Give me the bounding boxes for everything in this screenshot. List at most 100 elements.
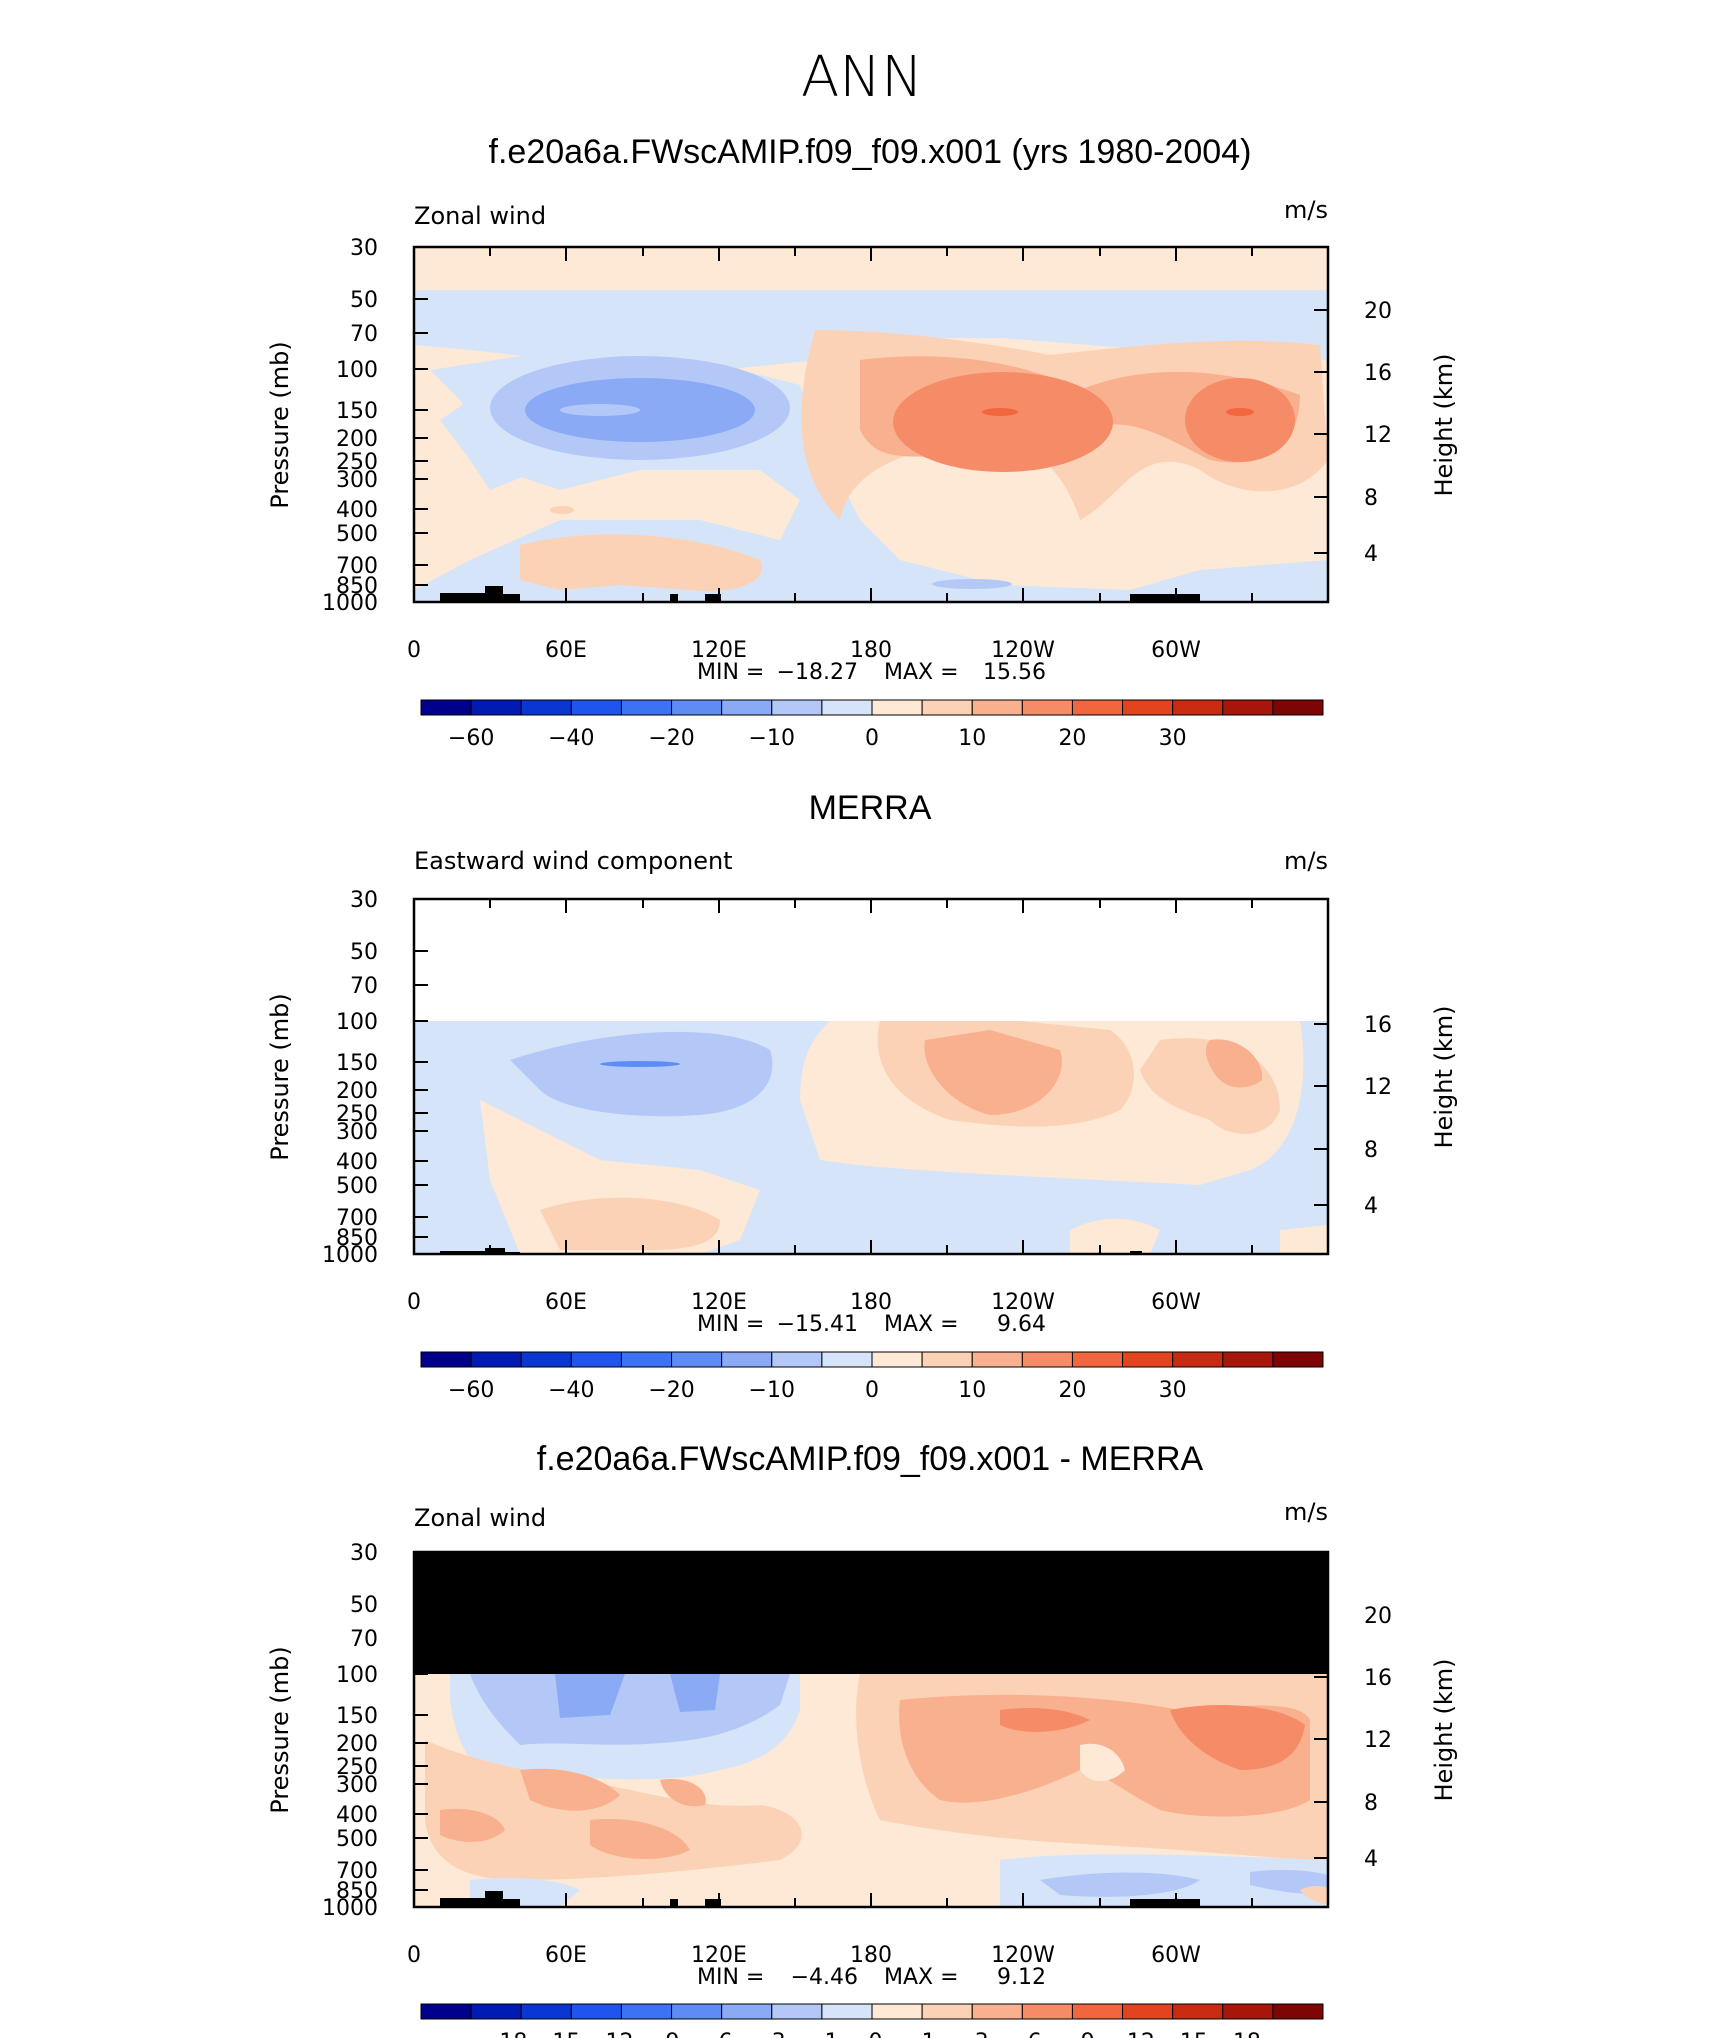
colorbar-swatch — [1222, 1351, 1274, 1368]
colorbar-label: −6 — [700, 2030, 732, 2038]
colorbar-swatch — [420, 2003, 472, 2020]
colorbar-label: −20 — [648, 1378, 694, 1403]
y-tick-label: 700 — [336, 1859, 378, 1884]
colorbar-swatch — [821, 699, 873, 716]
y-tick-label: 70 — [350, 322, 378, 347]
min-value: −4.46 — [791, 1965, 858, 1990]
right-axis-ticks: 16 12 8 4 — [1314, 1013, 1392, 1219]
colorbar-swatch — [470, 2003, 522, 2020]
contour-field — [414, 1552, 1328, 1907]
height-tick-label: 8 — [1364, 1138, 1378, 1163]
colorbar-label: 0 — [865, 1378, 879, 1403]
variable-label: Eastward wind component — [414, 847, 733, 875]
colorbar-swatch — [620, 2003, 673, 2020]
y-tick-label: 30 — [350, 236, 378, 261]
panel-model: f.e20a6a.FWscAMIP.f09_f09.x001 (yrs 1980… — [266, 133, 1458, 751]
x-tick-label: 60E — [545, 1943, 587, 1968]
colorbar-swatch — [1222, 699, 1274, 716]
colorbar-label: 12 — [1127, 2030, 1155, 2038]
x-tick-label: 180 — [850, 638, 892, 663]
colorbar-label: −1 — [806, 2030, 838, 2038]
variable-label: Zonal wind — [414, 1504, 546, 1532]
colorbar-swatch — [1172, 1351, 1224, 1368]
max-label: MAX = — [884, 1312, 959, 1337]
right-axis-title: Height (km) — [1430, 1659, 1458, 1802]
y-tick-label: 400 — [336, 498, 378, 523]
x-axis-ticks: 0 60E 120E 180 120W 60W — [407, 1552, 1253, 1968]
colorbar-swatch — [871, 1351, 923, 1368]
y-tick-label: 50 — [350, 940, 378, 965]
colorbar-swatch — [921, 1351, 973, 1368]
x-tick-label: 120W — [991, 1943, 1055, 1968]
colorbar-swatch — [921, 2003, 973, 2020]
colorbar-swatch — [771, 2003, 823, 2020]
colorbar-swatch — [1021, 2003, 1073, 2020]
colorbar-swatch — [1071, 2003, 1124, 2020]
x-tick-label: 120E — [691, 1943, 747, 1968]
colorbar-label: 15 — [1180, 2030, 1208, 2038]
y-tick-label: 30 — [350, 888, 378, 913]
min-value: −18.27 — [777, 660, 858, 685]
colorbar-label: 0 — [869, 2030, 883, 2038]
right-axis-title: Height (km) — [1430, 354, 1458, 497]
y-tick-label: 200 — [336, 1079, 378, 1104]
colorbar: −60 −40 −20 −10 0 10 20 30 — [420, 1351, 1324, 1403]
colorbar-label: 30 — [1159, 1378, 1187, 1403]
stats-line: MIN = −15.41 MAX = 9.64 — [697, 1312, 1046, 1337]
colorbar-swatch — [721, 1351, 773, 1368]
min-value: −15.41 — [777, 1312, 858, 1337]
y-tick-label: 400 — [336, 1150, 378, 1175]
figure-title: ANN — [801, 45, 923, 110]
colorbar-swatch — [1272, 699, 1324, 716]
colorbar-label: 3 — [975, 2030, 989, 2038]
y-tick-label: 100 — [336, 1010, 378, 1035]
colorbar: −18 −15 −12 −9 −6 −3 −1 0 1 3 6 9 12 15 18 — [420, 2003, 1324, 2038]
colorbar-swatch — [620, 699, 673, 716]
y-tick-label: 850 — [336, 1226, 378, 1251]
stats-line: MIN = −18.27 MAX = 15.56 — [697, 660, 1046, 685]
height-tick-label: 8 — [1364, 486, 1378, 511]
y-tick-label: 250 — [336, 450, 378, 475]
panel-title: f.e20a6a.FWscAMIP.f09_f09.x001 (yrs 1980… — [489, 133, 1252, 171]
y-tick-label: 70 — [350, 974, 378, 999]
y-tick-label: 400 — [336, 1803, 378, 1828]
x-axis-ticks: 0 60E 120E 180 120W 60W — [407, 899, 1253, 1315]
colorbar-swatch — [1122, 1351, 1174, 1368]
x-tick-label: 120W — [991, 638, 1055, 663]
units-label: m/s — [1284, 196, 1328, 224]
height-tick-label: 4 — [1364, 1847, 1378, 1872]
colorbar-label: −10 — [749, 1378, 795, 1403]
colorbar-label: 20 — [1058, 1378, 1086, 1403]
y-tick-label: 300 — [336, 1120, 378, 1145]
x-tick-label: 60W — [1151, 1943, 1201, 1968]
colorbar-swatch — [470, 699, 522, 716]
height-tick-label: 12 — [1364, 423, 1392, 448]
panel-title: f.e20a6a.FWscAMIP.f09_f09.x001 - MERRA — [537, 1440, 1204, 1478]
y-tick-label: 50 — [350, 288, 378, 313]
colorbar-swatch — [420, 1351, 472, 1368]
y-tick-label: 150 — [336, 399, 378, 424]
y-tick-label: 100 — [336, 1663, 378, 1688]
height-tick-label: 4 — [1364, 1194, 1378, 1219]
colorbar-label: 9 — [1081, 2030, 1095, 2038]
height-tick-label: 16 — [1364, 1013, 1392, 1038]
height-tick-label: 8 — [1364, 1791, 1378, 1816]
colorbar-swatch — [1172, 2003, 1224, 2020]
colorbar-label: −15 — [534, 2030, 580, 2038]
colorbar-swatch — [671, 1351, 723, 1368]
max-value: 15.56 — [983, 660, 1046, 685]
colorbar-label: 6 — [1028, 2030, 1042, 2038]
y-axis-ticks: 30 50 70 100 150 200 250 300 400 500 700… — [322, 236, 428, 616]
colorbar-label: −12 — [587, 2030, 633, 2038]
height-tick-label: 4 — [1364, 542, 1378, 567]
colorbar-swatch — [671, 2003, 723, 2020]
y-tick-label: 300 — [336, 468, 378, 493]
colorbar-swatch — [520, 699, 572, 716]
y-tick-label: 500 — [336, 522, 378, 547]
colorbar-swatch — [1272, 1351, 1324, 1368]
colorbar-label: −9 — [647, 2030, 679, 2038]
colorbar-swatch — [871, 699, 923, 716]
y-tick-label: 700 — [336, 554, 378, 579]
y-tick-label: 1000 — [322, 1896, 378, 1921]
